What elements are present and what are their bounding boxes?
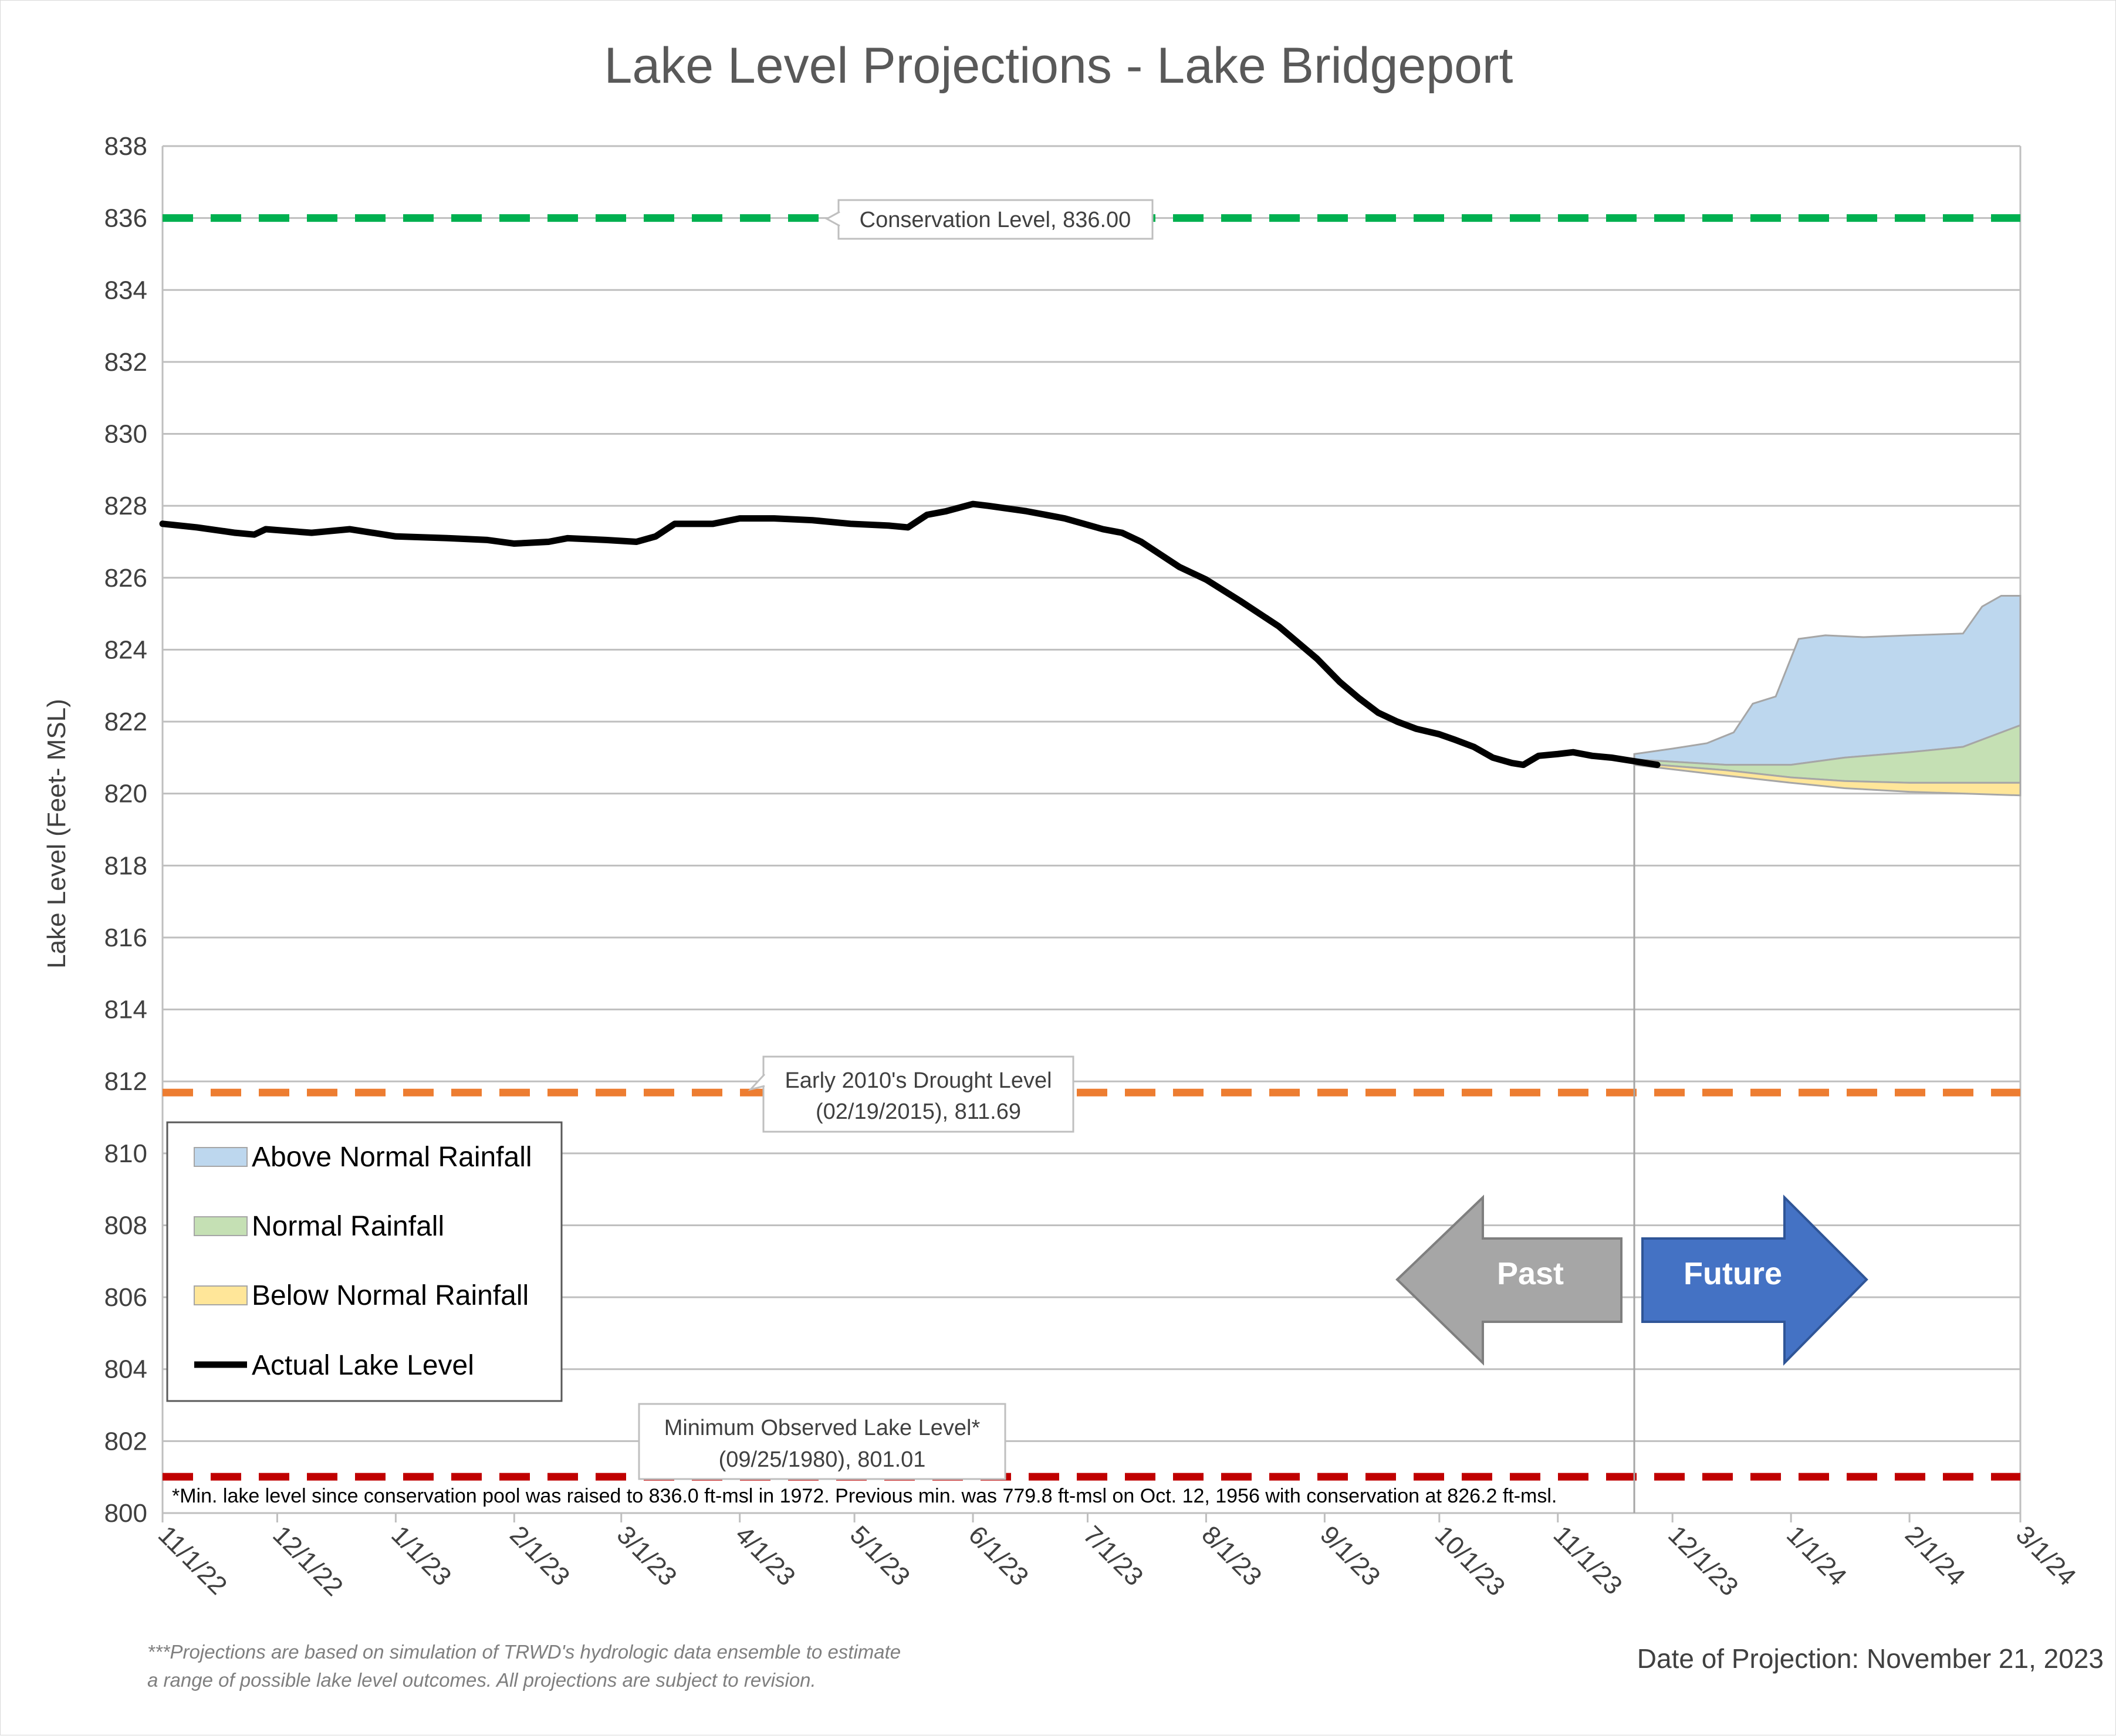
- actual-lake-level-line: [159, 500, 1661, 769]
- y-tick-label: 820: [104, 780, 147, 808]
- x-tick-label: 6/1/23: [963, 1520, 1034, 1591]
- y-tick-label: 808: [104, 1211, 147, 1240]
- drought-callout-line2: (02/19/2015), 811.69: [816, 1099, 1021, 1124]
- y-tick-label: 814: [104, 996, 147, 1024]
- y-tick-label: 802: [104, 1427, 147, 1456]
- legend-label-actual: Actual Lake Level: [252, 1350, 474, 1381]
- y-tick-label: 804: [104, 1355, 147, 1384]
- band-above-normal: [1633, 594, 2022, 766]
- x-tick-label: 2/1/24: [1899, 1520, 1970, 1591]
- minimum-callout-line2: (09/25/1980), 801.01: [719, 1447, 926, 1472]
- date-of-projection: Date of Projection: November 21, 2023: [1637, 1643, 2104, 1674]
- legend-label-above-normal: Above Normal Rainfall: [252, 1142, 532, 1173]
- x-tick-label: 9/1/23: [1314, 1520, 1385, 1591]
- x-tick-label: 12/1/23: [1662, 1520, 1743, 1601]
- conservation-callout: Conservation Level, 836.00: [824, 199, 1154, 240]
- legend-swatch-above-normal: [194, 1147, 248, 1167]
- minimum-callout-line1: Minimum Observed Lake Level*: [664, 1416, 981, 1440]
- drought-callout: Early 2010's Drought Level (02/19/2015),…: [748, 1055, 1074, 1133]
- legend: Above Normal Rainfall Normal Rainfall Be…: [166, 1121, 563, 1402]
- x-tick-label: 2/1/23: [504, 1520, 575, 1591]
- future-arrow: Future: [1641, 1194, 1868, 1366]
- projection-bands: [1633, 594, 2022, 797]
- y-tick-label: 828: [104, 492, 147, 520]
- y-tick-label: 806: [104, 1283, 147, 1312]
- y-tick-label: 812: [104, 1067, 147, 1096]
- x-tick-label: 11/1/22: [153, 1520, 232, 1600]
- legend-swatch-below-normal: [194, 1285, 248, 1305]
- x-tick-label: 12/1/22: [267, 1520, 348, 1601]
- y-tick-label: 810: [104, 1139, 147, 1168]
- y-tick-label: 826: [104, 564, 147, 593]
- conservation-callout-text: Conservation Level, 836.00: [860, 208, 1131, 232]
- x-tick-label: 1/1/24: [1781, 1520, 1852, 1591]
- y-tick-label: 838: [104, 132, 147, 161]
- x-tick-label: 4/1/23: [730, 1520, 801, 1591]
- x-tick-label: 5/1/23: [844, 1520, 915, 1591]
- drought-callout-line1: Early 2010's Drought Level: [785, 1068, 1052, 1093]
- y-tick-label: 834: [104, 276, 147, 304]
- x-tick-label: 7/1/23: [1077, 1520, 1148, 1591]
- x-tick-label: 3/1/24: [2010, 1520, 2081, 1591]
- legend-swatch-normal: [194, 1216, 248, 1236]
- min-level-footnote: *Min. lake level since conservation pool…: [172, 1485, 1557, 1507]
- minimum-callout: Minimum Observed Lake Level* (09/25/1980…: [638, 1403, 1006, 1480]
- x-tick-labels: 11/1/22 12/1/22 1/1/23 2/1/23 3/1/23 4/1/23 5/…: [153, 1513, 2081, 1602]
- past-arrow-label: Past: [1497, 1256, 1564, 1291]
- y-tick-label: 832: [104, 348, 147, 377]
- y-tick-labels: 800 802 804 806 808 810 812 814 816 818 820 822 824 8…: [104, 132, 147, 1528]
- y-axis-label: Lake Level (Feet- MSL): [42, 699, 71, 969]
- x-tick-label: 11/1/23: [1548, 1520, 1628, 1600]
- y-tick-label: 822: [104, 708, 147, 736]
- x-tick-label: 3/1/23: [611, 1520, 682, 1591]
- x-tick-label: 10/1/23: [1429, 1520, 1510, 1601]
- legend-label-normal: Normal Rainfall: [252, 1211, 444, 1242]
- projection-note-line1: ***Projections are based on simulation o…: [147, 1641, 901, 1663]
- future-arrow-label: Future: [1684, 1256, 1782, 1291]
- y-tick-label: 830: [104, 420, 147, 449]
- y-tick-label: 818: [104, 851, 147, 880]
- band-below-normal: [1633, 762, 2022, 797]
- x-tick-label: 1/1/23: [386, 1520, 457, 1591]
- y-tick-label: 836: [104, 204, 147, 233]
- projection-note-line2: a range of possible lake level outcomes.…: [147, 1669, 816, 1691]
- y-tick-label: 824: [104, 635, 147, 664]
- legend-label-below-normal: Below Normal Rainfall: [252, 1280, 529, 1311]
- past-arrow: Past: [1395, 1194, 1623, 1366]
- y-tick-label: 816: [104, 923, 147, 952]
- y-tick-label: 800: [104, 1499, 147, 1528]
- chart-title: Lake Level Projections - Lake Bridgeport: [604, 38, 1513, 94]
- x-tick-label: 8/1/23: [1196, 1520, 1267, 1591]
